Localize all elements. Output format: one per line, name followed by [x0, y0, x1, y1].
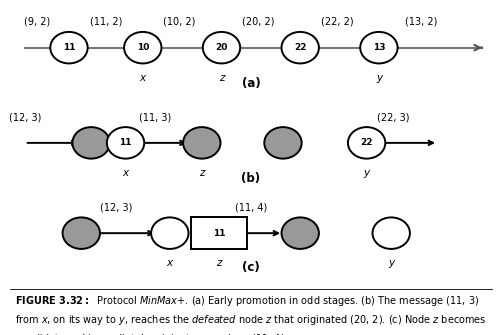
- Ellipse shape: [347, 127, 385, 159]
- Text: (11, 4): (11, 4): [234, 202, 267, 212]
- Text: y: y: [387, 258, 393, 268]
- Ellipse shape: [63, 217, 100, 249]
- Ellipse shape: [151, 217, 188, 249]
- Text: $\mathbf{FIGURE\ 3.32:}$  Protocol $\mathit{MinMax}$$\mathit{+}$. (a) Early prom: $\mathbf{FIGURE\ 3.32:}$ Protocol $\math…: [15, 294, 485, 335]
- Ellipse shape: [372, 217, 409, 249]
- Text: y: y: [363, 168, 369, 178]
- Text: (12, 3): (12, 3): [99, 202, 132, 212]
- Ellipse shape: [72, 127, 110, 159]
- Text: 11: 11: [212, 229, 225, 238]
- Ellipse shape: [281, 32, 318, 63]
- Text: (11, 3): (11, 3): [139, 112, 171, 122]
- Text: 11: 11: [119, 138, 132, 147]
- Text: z: z: [218, 73, 224, 83]
- Text: (22, 2): (22, 2): [320, 17, 353, 27]
- Ellipse shape: [360, 32, 397, 63]
- Text: 22: 22: [360, 138, 372, 147]
- Text: (b): (b): [241, 173, 260, 186]
- Ellipse shape: [281, 217, 318, 249]
- Ellipse shape: [107, 127, 144, 159]
- Text: (a): (a): [241, 77, 260, 90]
- Text: (20, 2): (20, 2): [241, 17, 274, 27]
- FancyBboxPatch shape: [190, 217, 246, 249]
- Ellipse shape: [264, 127, 301, 159]
- Ellipse shape: [202, 32, 239, 63]
- Text: 22: 22: [294, 43, 306, 52]
- Text: x: x: [122, 168, 128, 178]
- Text: 11: 11: [63, 43, 75, 52]
- Text: (10, 2): (10, 2): [163, 17, 195, 27]
- Text: (12, 3): (12, 3): [9, 112, 41, 122]
- Text: (22, 3): (22, 3): [377, 112, 409, 122]
- Text: z: z: [216, 258, 221, 268]
- Text: (11, 2): (11, 2): [90, 17, 122, 27]
- Ellipse shape: [50, 32, 88, 63]
- Text: 13: 13: [372, 43, 384, 52]
- Text: 10: 10: [136, 43, 149, 52]
- Text: 20: 20: [215, 43, 227, 52]
- Text: y: y: [375, 73, 381, 83]
- Text: (13, 2): (13, 2): [404, 17, 436, 27]
- Text: (c): (c): [241, 261, 260, 274]
- Ellipse shape: [124, 32, 161, 63]
- Ellipse shape: [183, 127, 220, 159]
- Text: (9, 2): (9, 2): [24, 17, 50, 27]
- Text: x: x: [139, 73, 146, 83]
- Text: z: z: [199, 168, 204, 178]
- Text: x: x: [166, 258, 172, 268]
